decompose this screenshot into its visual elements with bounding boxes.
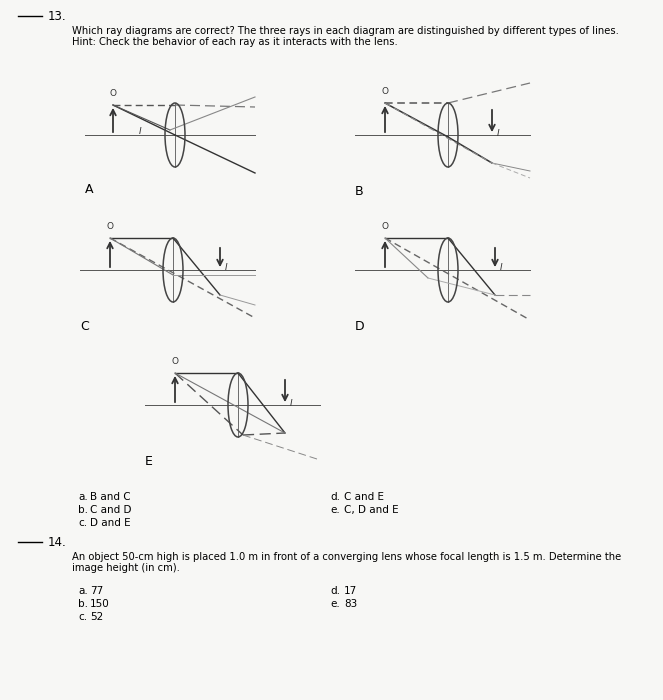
Text: A: A	[85, 183, 93, 196]
Text: e.: e.	[330, 505, 339, 515]
Text: c.: c.	[78, 612, 87, 622]
Text: a.: a.	[78, 492, 88, 502]
Text: I: I	[225, 263, 227, 272]
Text: 150: 150	[90, 599, 110, 609]
Text: 13.: 13.	[48, 10, 66, 22]
Text: a.: a.	[78, 586, 88, 596]
Text: d.: d.	[330, 492, 340, 502]
Text: C: C	[80, 320, 89, 333]
Text: O: O	[381, 87, 389, 96]
Text: 17: 17	[344, 586, 357, 596]
Text: 83: 83	[344, 599, 357, 609]
Text: 77: 77	[90, 586, 103, 596]
Text: D and E: D and E	[90, 518, 131, 528]
Text: C and E: C and E	[344, 492, 384, 502]
Text: b.: b.	[78, 599, 88, 609]
Text: I: I	[290, 398, 292, 407]
Text: E: E	[145, 455, 153, 468]
Text: Which ray diagrams are correct? The three rays in each diagram are distinguished: Which ray diagrams are correct? The thre…	[72, 26, 619, 36]
Text: O: O	[109, 89, 117, 98]
Text: C, D and E: C, D and E	[344, 505, 398, 515]
Text: c.: c.	[78, 518, 87, 528]
Text: O: O	[107, 222, 113, 231]
Text: D: D	[355, 320, 365, 333]
Text: O: O	[381, 222, 389, 231]
Text: B: B	[355, 185, 363, 198]
Text: e.: e.	[330, 599, 339, 609]
Text: d.: d.	[330, 586, 340, 596]
Text: C and D: C and D	[90, 505, 131, 515]
Text: 14.: 14.	[48, 536, 67, 549]
Text: Hint: Check the behavior of each ray as it interacts with the lens.: Hint: Check the behavior of each ray as …	[72, 37, 398, 47]
Text: b.: b.	[78, 505, 88, 515]
Text: I: I	[139, 127, 141, 136]
Text: An object 50-cm high is placed 1.0 m in front of a converging lens whose focal l: An object 50-cm high is placed 1.0 m in …	[72, 552, 621, 562]
Text: B and C: B and C	[90, 492, 131, 502]
Text: 52: 52	[90, 612, 103, 622]
Text: O: O	[172, 357, 178, 366]
Text: I: I	[497, 129, 500, 137]
Text: image height (in cm).: image height (in cm).	[72, 563, 180, 573]
Text: I: I	[500, 263, 503, 272]
